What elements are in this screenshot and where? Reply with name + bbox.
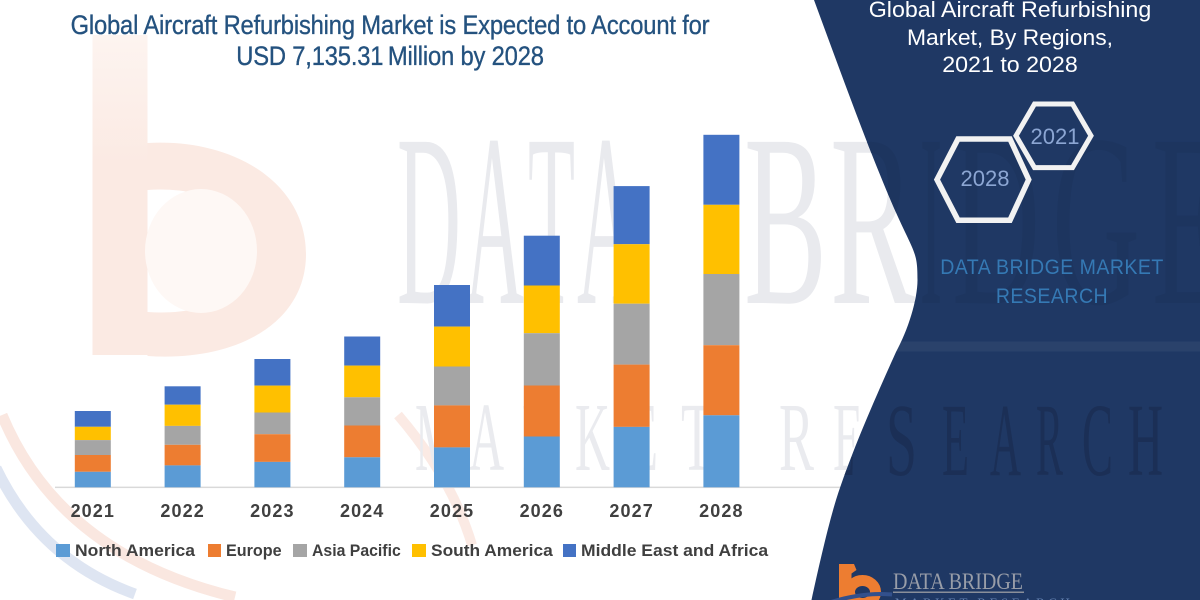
svg-text:DATA BRIDGE: DATA BRIDGE [893, 569, 1023, 594]
svg-text:B: B [744, 85, 827, 358]
svg-text:R: R [1036, 384, 1063, 499]
svg-text:A: A [465, 84, 524, 356]
svg-text:H: H [1128, 383, 1163, 498]
svg-text:R: R [779, 383, 814, 491]
svg-text:MARKET RESEARCH: MARKET RESEARCH [895, 595, 1073, 600]
svg-text:S: S [886, 384, 917, 499]
svg-text:I: I [920, 83, 942, 356]
svg-text:K: K [575, 383, 610, 492]
svg-text:A: A [469, 383, 504, 492]
svg-text:E: E [942, 384, 969, 499]
svg-text:E: E [1152, 84, 1200, 356]
svg-text:C: C [1082, 383, 1113, 498]
svg-text:G: G [1052, 84, 1140, 356]
svg-text:A: A [990, 384, 1021, 499]
